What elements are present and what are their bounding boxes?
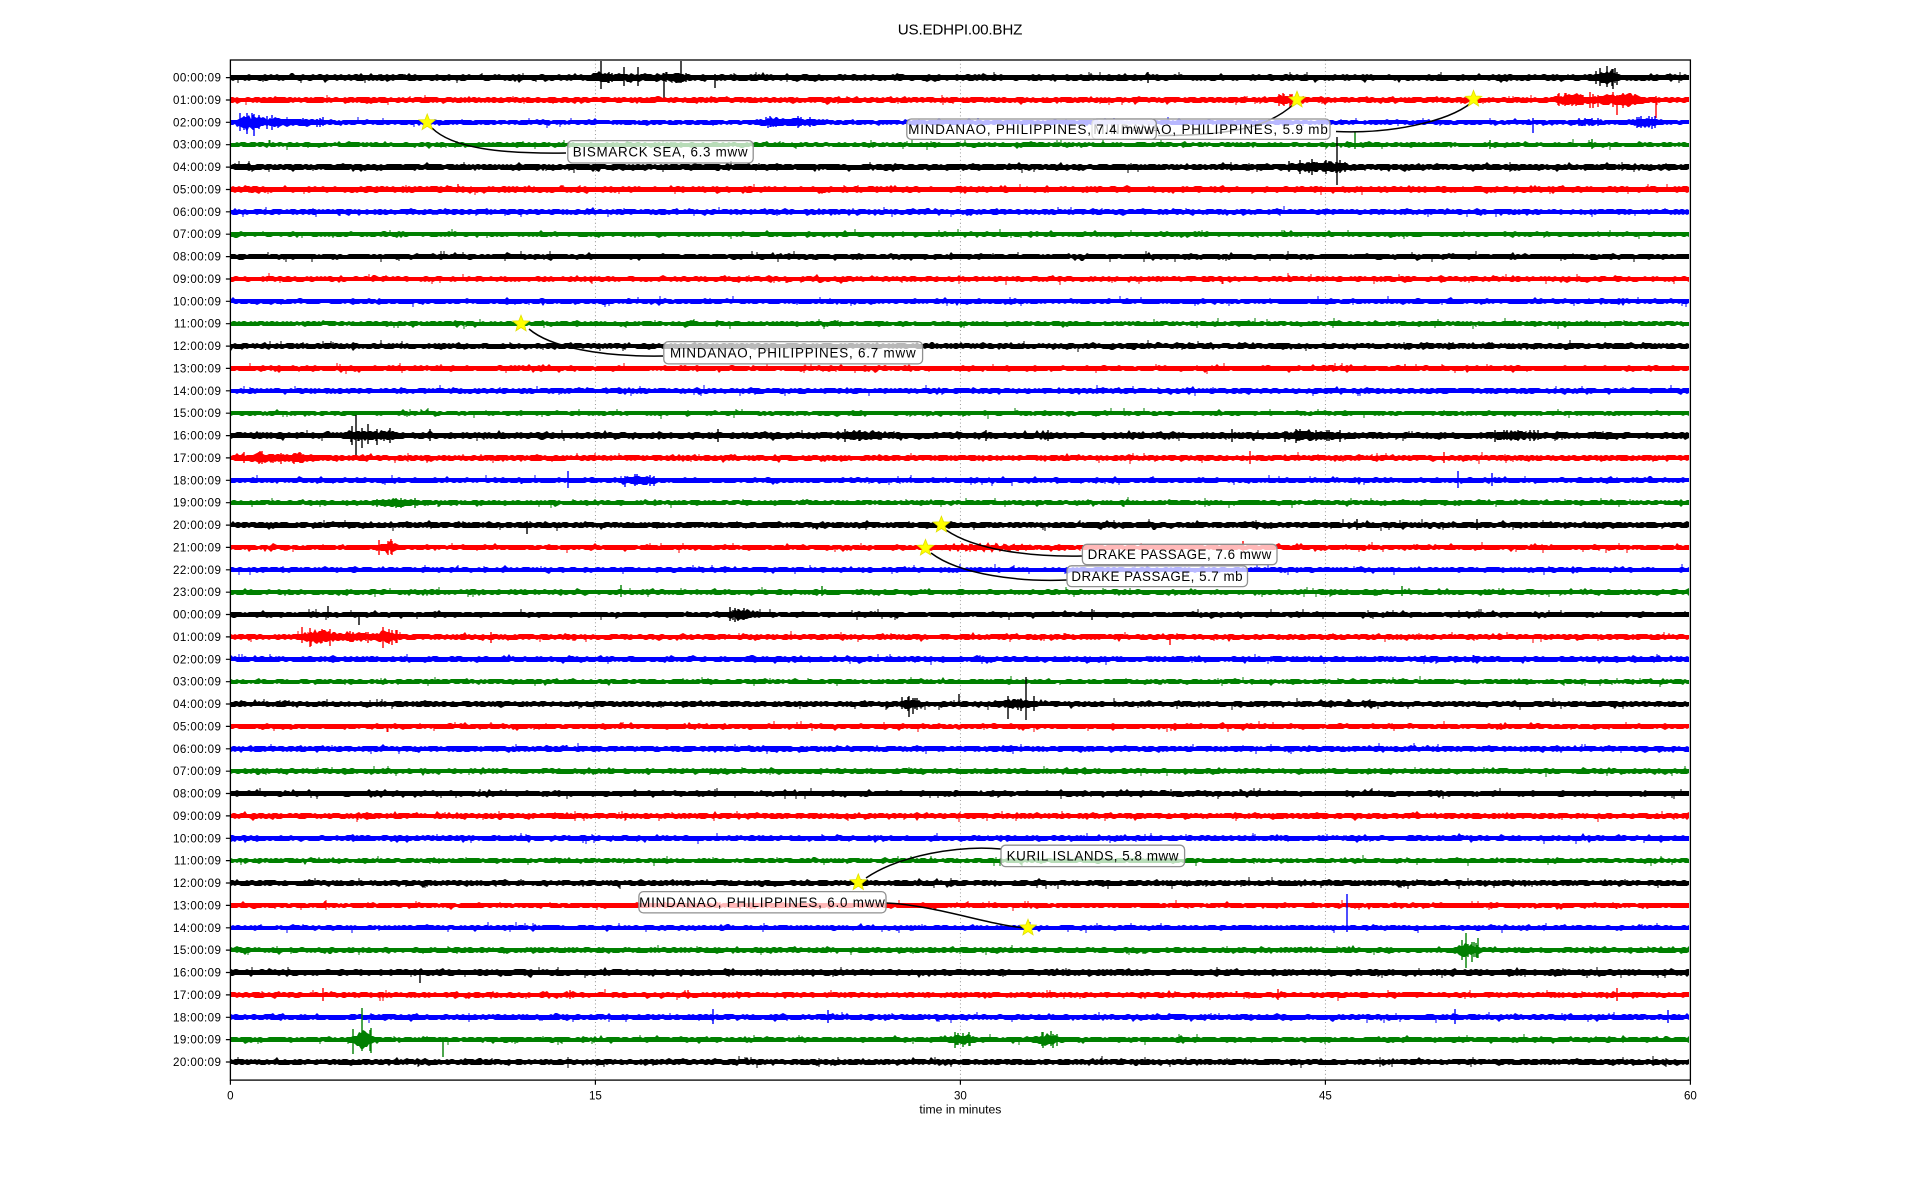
svg-text:04:00:09: 04:00:09 — [173, 698, 221, 711]
svg-text:KURIL ISLANDS, 5.8 mww: KURIL ISLANDS, 5.8 mww — [1007, 849, 1179, 864]
svg-text:MINDANAO, PHILIPPINES, 6.7 mww: MINDANAO, PHILIPPINES, 6.7 mww — [670, 345, 916, 360]
svg-text:18:00:09: 18:00:09 — [173, 1011, 221, 1024]
svg-text:17:00:09: 17:00:09 — [173, 989, 221, 1002]
svg-text:19:00:09: 19:00:09 — [173, 497, 221, 510]
svg-text:60: 60 — [1684, 1090, 1697, 1103]
svg-text:15: 15 — [589, 1090, 602, 1103]
svg-text:10:00:09: 10:00:09 — [173, 295, 221, 308]
svg-text:02:00:09: 02:00:09 — [173, 653, 221, 666]
svg-text:20:00:09: 20:00:09 — [173, 1056, 221, 1069]
svg-text:16:00:09: 16:00:09 — [173, 967, 221, 980]
svg-text:11:00:09: 11:00:09 — [174, 855, 221, 868]
svg-text:US.EDHPI.00.BHZ: US.EDHPI.00.BHZ — [898, 22, 1022, 39]
svg-text:09:00:09: 09:00:09 — [173, 273, 221, 286]
svg-text:21:00:09: 21:00:09 — [173, 541, 221, 554]
svg-text:00:00:09: 00:00:09 — [173, 72, 221, 85]
svg-text:23:00:09: 23:00:09 — [173, 586, 221, 599]
svg-text:06:00:09: 06:00:09 — [173, 743, 221, 756]
svg-text:45: 45 — [1319, 1090, 1332, 1103]
svg-text:time in minutes: time in minutes — [919, 1103, 1001, 1117]
svg-text:16:00:09: 16:00:09 — [173, 430, 221, 443]
svg-text:DRAKE PASSAGE, 5.7 mb: DRAKE PASSAGE, 5.7 mb — [1071, 569, 1243, 584]
svg-text:07:00:09: 07:00:09 — [173, 228, 221, 241]
svg-text:08:00:09: 08:00:09 — [173, 788, 221, 801]
svg-text:19:00:09: 19:00:09 — [173, 1034, 221, 1047]
svg-text:01:00:09: 01:00:09 — [173, 94, 221, 107]
svg-text:03:00:09: 03:00:09 — [173, 139, 221, 152]
svg-text:14:00:09: 14:00:09 — [173, 385, 221, 398]
svg-text:17:00:09: 17:00:09 — [173, 452, 221, 465]
svg-text:14:00:09: 14:00:09 — [173, 922, 221, 935]
svg-text:12:00:09: 12:00:09 — [173, 877, 221, 890]
svg-text:18:00:09: 18:00:09 — [173, 474, 221, 487]
svg-text:05:00:09: 05:00:09 — [173, 720, 221, 733]
svg-text:11:00:09: 11:00:09 — [174, 318, 221, 331]
svg-text:20:00:09: 20:00:09 — [173, 519, 221, 532]
svg-text:05:00:09: 05:00:09 — [173, 184, 221, 197]
svg-text:15:00:09: 15:00:09 — [173, 944, 221, 957]
svg-text:DRAKE PASSAGE, 7.6 mww: DRAKE PASSAGE, 7.6 mww — [1088, 547, 1272, 562]
svg-text:22:00:09: 22:00:09 — [173, 564, 221, 577]
svg-text:03:00:09: 03:00:09 — [173, 676, 221, 689]
svg-text:08:00:09: 08:00:09 — [173, 251, 221, 264]
svg-text:07:00:09: 07:00:09 — [173, 765, 221, 778]
svg-text:MINDANAO, PHILIPPINES, 7.4 mww: MINDANAO, PHILIPPINES, 7.4 mww — [908, 122, 1154, 137]
svg-text:02:00:09: 02:00:09 — [173, 116, 221, 129]
svg-text:06:00:09: 06:00:09 — [173, 206, 221, 219]
svg-text:09:00:09: 09:00:09 — [173, 810, 221, 823]
svg-text:00:00:09: 00:00:09 — [173, 609, 221, 622]
svg-text:BISMARCK SEA, 6.3 mww: BISMARCK SEA, 6.3 mww — [573, 145, 748, 160]
svg-text:0: 0 — [227, 1090, 233, 1103]
svg-text:15:00:09: 15:00:09 — [173, 407, 221, 420]
svg-text:10:00:09: 10:00:09 — [173, 832, 221, 845]
svg-text:01:00:09: 01:00:09 — [173, 631, 221, 644]
svg-text:30: 30 — [954, 1090, 967, 1103]
svg-text:13:00:09: 13:00:09 — [173, 362, 221, 375]
svg-text:04:00:09: 04:00:09 — [173, 161, 221, 174]
svg-text:12:00:09: 12:00:09 — [173, 340, 221, 353]
svg-text:MINDANAO, PHILIPPINES, 6.0 mww: MINDANAO, PHILIPPINES, 6.0 mww — [639, 895, 885, 910]
svg-text:13:00:09: 13:00:09 — [173, 899, 221, 912]
